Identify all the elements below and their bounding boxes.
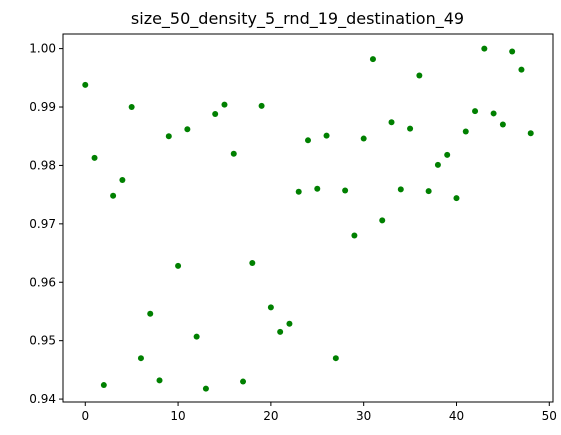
y-tick-label: 1.00 xyxy=(29,42,56,56)
y-tick-label: 0.98 xyxy=(29,158,56,172)
data-point xyxy=(434,161,441,168)
data-point xyxy=(91,154,98,161)
x-tick-label: 40 xyxy=(449,409,464,423)
data-point xyxy=(407,125,414,132)
data-point xyxy=(323,132,330,139)
data-point xyxy=(518,66,525,73)
x-tick-label: 30 xyxy=(356,409,371,423)
data-point xyxy=(314,185,321,192)
y-axis-ticks: 0.94 0.95 0.96 0.97 0.98 0.99 1.00 xyxy=(29,42,63,406)
data-point xyxy=(425,188,432,195)
data-point xyxy=(379,217,386,224)
data-point xyxy=(258,102,265,109)
data-point xyxy=(202,385,209,392)
data-point xyxy=(193,333,200,340)
data-point xyxy=(499,121,506,128)
y-tick-label: 0.94 xyxy=(29,392,56,406)
y-tick-label: 0.97 xyxy=(29,217,56,231)
data-point xyxy=(509,48,516,55)
data-point xyxy=(444,151,451,158)
data-point xyxy=(165,133,172,140)
chart-title: size_50_density_5_rnd_19_destination_49 xyxy=(131,9,464,29)
data-point xyxy=(527,130,534,137)
x-axis-ticks: 0 10 20 30 40 50 xyxy=(81,402,557,423)
data-point xyxy=(397,186,404,193)
data-point xyxy=(388,119,395,126)
data-point xyxy=(360,135,367,142)
data-point xyxy=(82,81,89,88)
data-point xyxy=(490,110,497,117)
data-point xyxy=(286,320,293,327)
data-point xyxy=(221,101,228,108)
data-point xyxy=(267,304,274,311)
data-point xyxy=(184,126,191,133)
x-tick-label: 20 xyxy=(263,409,278,423)
x-tick-label: 50 xyxy=(542,409,557,423)
y-tick-label: 0.99 xyxy=(29,100,56,114)
data-point xyxy=(100,382,107,389)
data-point xyxy=(481,45,488,52)
data-point xyxy=(212,111,219,118)
data-point xyxy=(342,187,349,194)
data-point xyxy=(119,177,126,184)
data-point xyxy=(369,56,376,63)
data-point xyxy=(249,259,256,266)
data-point xyxy=(110,192,117,199)
y-tick-label: 0.96 xyxy=(29,275,56,289)
data-point xyxy=(351,232,358,239)
data-point xyxy=(137,355,144,362)
data-point xyxy=(332,355,339,362)
data-point xyxy=(240,378,247,385)
x-tick-label: 10 xyxy=(170,409,185,423)
data-point xyxy=(416,72,423,79)
data-point xyxy=(462,128,469,135)
data-point xyxy=(277,328,284,335)
data-point xyxy=(128,104,135,111)
data-point xyxy=(156,377,163,384)
data-point xyxy=(147,310,154,317)
x-tick-label: 0 xyxy=(81,409,89,423)
data-point xyxy=(295,188,302,195)
data-point xyxy=(453,195,460,202)
data-point xyxy=(175,262,182,269)
data-point xyxy=(305,137,311,144)
data-points xyxy=(82,45,534,392)
plot-area-frame xyxy=(62,33,554,403)
y-tick-label: 0.95 xyxy=(29,334,56,348)
data-point xyxy=(230,150,237,157)
data-point xyxy=(472,108,479,115)
